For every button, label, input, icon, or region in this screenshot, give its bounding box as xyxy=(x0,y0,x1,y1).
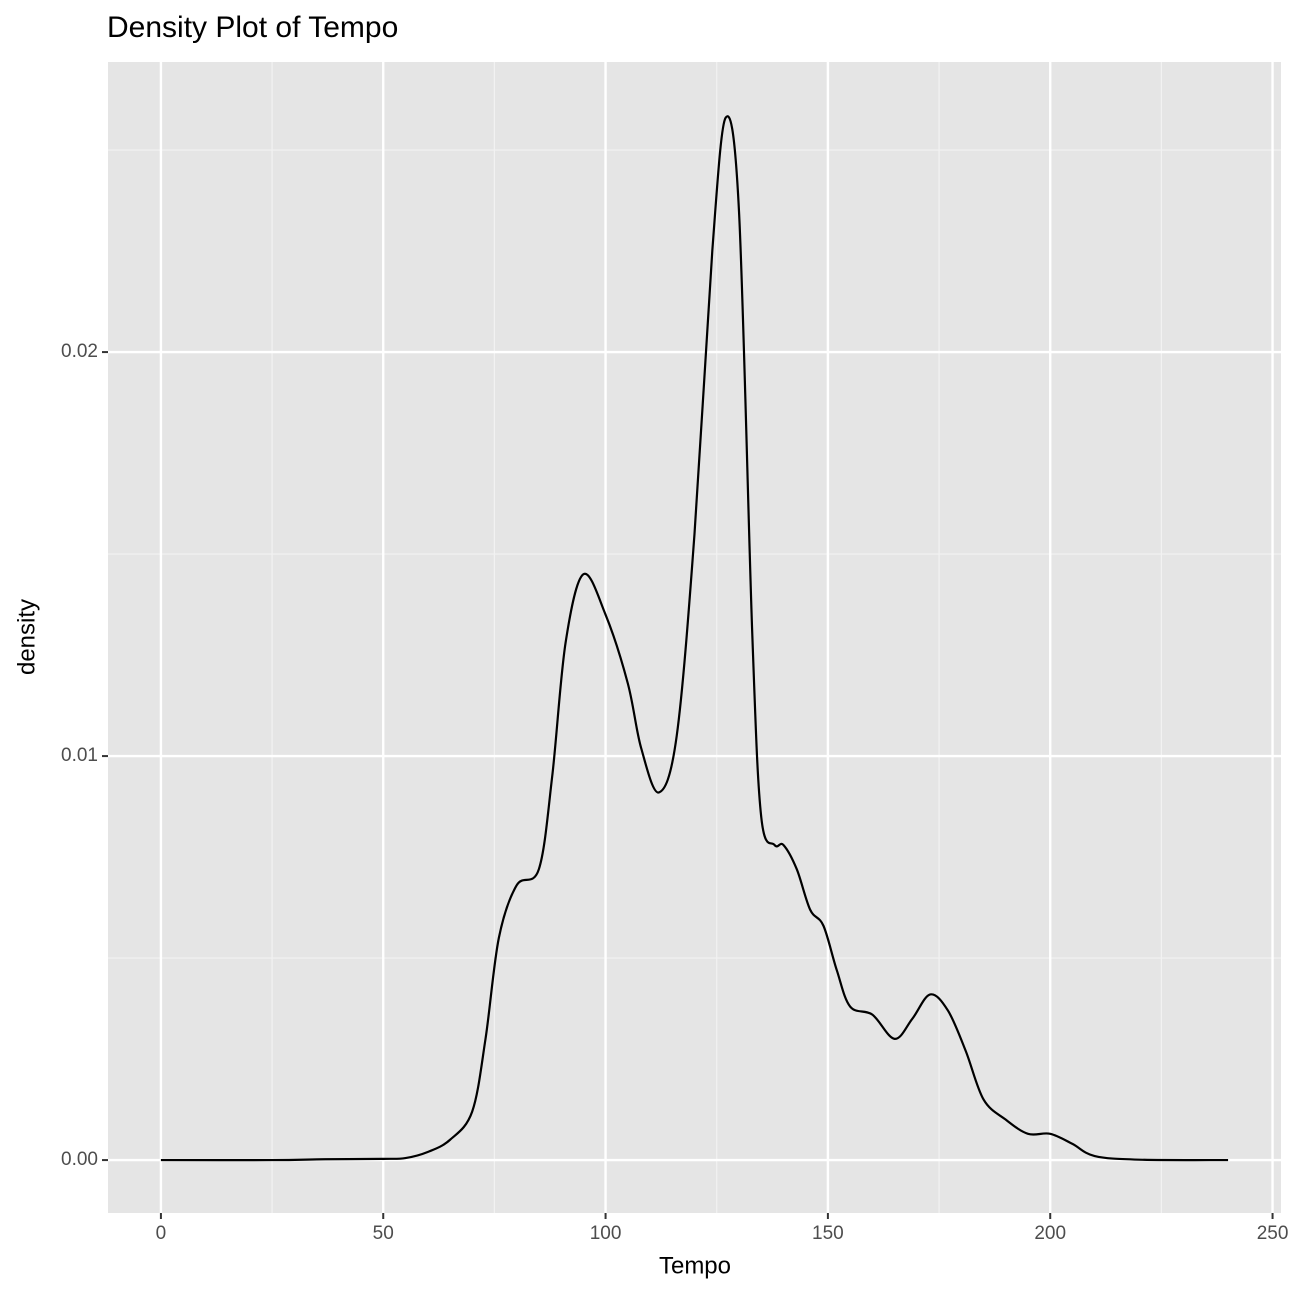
x-axis-title: Tempo xyxy=(659,1252,731,1279)
plot-panel xyxy=(108,62,1281,1213)
x-tick-label: 50 xyxy=(373,1223,394,1244)
density-line xyxy=(160,115,1229,1162)
grid xyxy=(108,62,1281,1213)
x-tick-label: 200 xyxy=(1034,1223,1066,1244)
chart-title: Density Plot of Tempo xyxy=(107,11,398,44)
x-tick-label: 250 xyxy=(1257,1223,1289,1244)
x-tick-label: 100 xyxy=(590,1223,622,1244)
y-tick-label: 0.01 xyxy=(61,745,98,766)
x-tick-label: 150 xyxy=(812,1223,844,1244)
y-tick-label: 0.00 xyxy=(61,1149,98,1170)
y-axis-title: density xyxy=(13,599,40,675)
x-tick-label: 0 xyxy=(156,1223,167,1244)
y-tick-label: 0.02 xyxy=(61,341,98,362)
